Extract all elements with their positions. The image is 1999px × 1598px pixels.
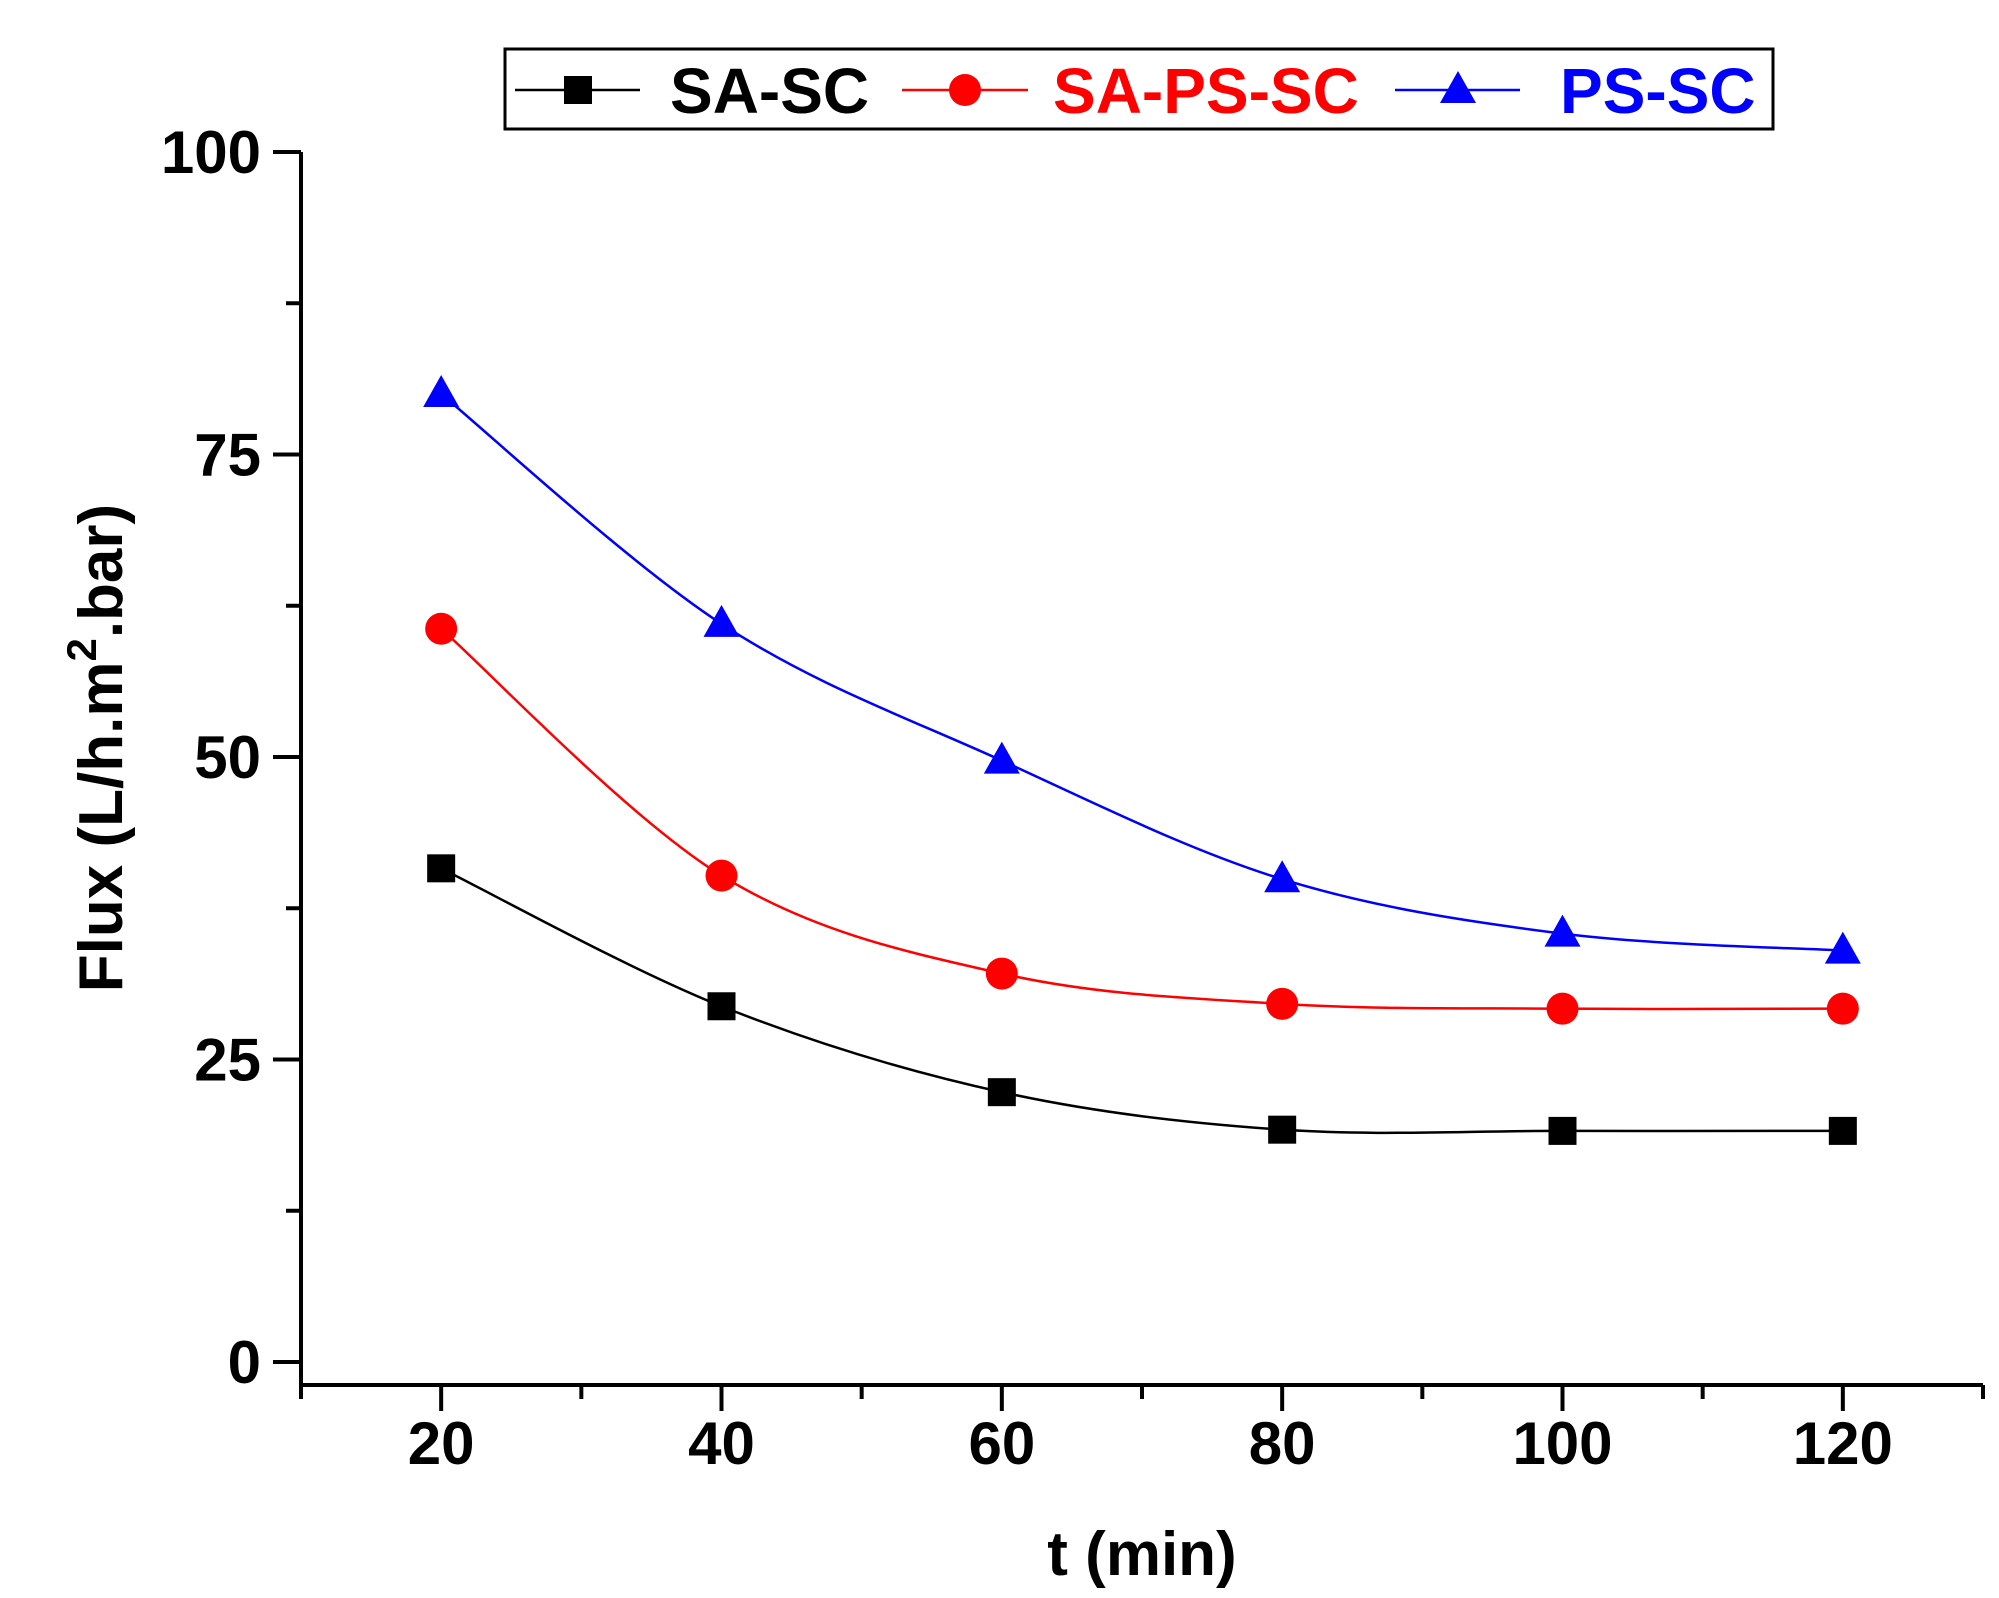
x-axis-title: t (min) <box>1047 1520 1236 1589</box>
data-point-ps-sc <box>1824 931 1861 964</box>
axes <box>299 152 1983 1387</box>
data-point-sa-sc <box>987 1078 1016 1107</box>
x-tick-label: 80 <box>1249 1410 1316 1477</box>
data-point-sa-sc <box>427 854 456 883</box>
data-point-sa-sc <box>707 992 736 1021</box>
series-line-sa-ps-sc <box>440 627 1843 1011</box>
y-axis-title: Flux (L/h.m2.bar) <box>58 504 136 992</box>
legend: SA-SC SA-PS-SC PS-SC <box>503 47 1775 131</box>
series-line-ps-sc <box>440 393 1843 952</box>
y-tick-label: 25 <box>194 1027 261 1094</box>
y-tick-label: 0 <box>228 1329 261 1396</box>
legend-label-sa-sc: SA-SC <box>670 55 869 127</box>
data-point-ps-sc <box>423 375 460 407</box>
data-point-ps-sc <box>983 741 1020 774</box>
x-tick-label: 100 <box>1512 1410 1612 1477</box>
legend-marker-sa-sc <box>564 76 592 104</box>
data-point-sa-sc <box>1828 1116 1857 1145</box>
series-line-sa-sc <box>440 867 1843 1135</box>
data-point-sa-sc <box>1548 1116 1577 1145</box>
data-point-sa-ps-sc <box>705 859 738 892</box>
data-point-ps-sc <box>1264 860 1301 893</box>
data-point-sa-ps-sc <box>985 957 1018 990</box>
data-point-sa-ps-sc <box>1546 992 1579 1025</box>
data-point-ps-sc <box>703 604 740 637</box>
legend-label-ps-sc: PS-SC <box>1560 55 1756 127</box>
data-point-sa-ps-sc <box>1826 992 1859 1025</box>
x-tick-label: 60 <box>968 1410 1035 1477</box>
x-tick-label: 120 <box>1793 1410 1893 1477</box>
series-markers <box>423 375 1861 1145</box>
y-axis-title-main: Flux (L/h.m <box>67 662 136 993</box>
legend-marker-sa-ps-sc <box>949 74 981 106</box>
data-point-sa-sc <box>1268 1115 1297 1144</box>
y-tick-label: 50 <box>194 724 261 791</box>
data-point-sa-ps-sc <box>425 612 458 645</box>
data-point-ps-sc <box>1544 914 1581 947</box>
ticks <box>273 150 1985 1411</box>
legend-marker-ps-sc <box>1440 71 1476 103</box>
legend-box <box>503 47 1775 131</box>
y-tick-label: 100 <box>161 119 261 186</box>
data-point-sa-ps-sc <box>1266 987 1299 1020</box>
y-axis-title-sup: 2 <box>58 638 105 661</box>
y-axis-title-tail: .bar) <box>67 504 136 638</box>
series-lines <box>440 393 1843 1135</box>
x-tick-label: 40 <box>688 1410 755 1477</box>
legend-label-sa-ps-sc: SA-PS-SC <box>1053 55 1359 127</box>
tick-labels: 0 25 50 75 100 20 40 60 80 100 120 <box>161 119 1893 1477</box>
x-tick-label: 20 <box>408 1410 475 1477</box>
y-tick-label: 75 <box>194 422 261 489</box>
